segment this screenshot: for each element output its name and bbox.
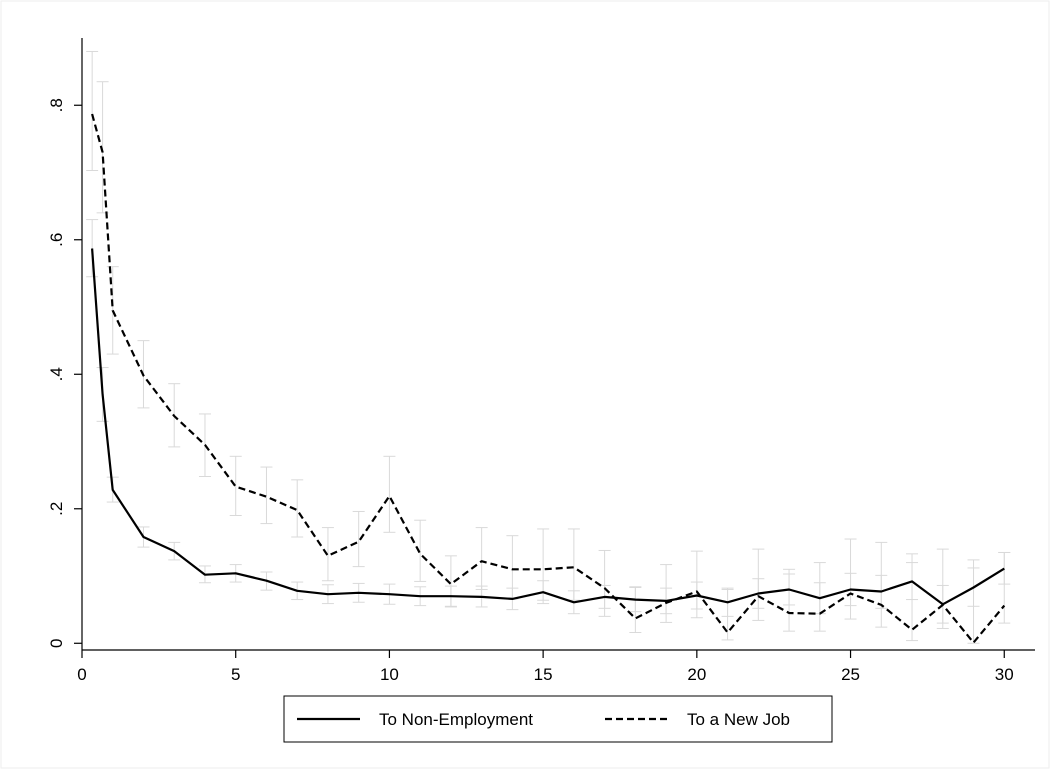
error-bar (629, 586, 642, 634)
error-bar (813, 562, 826, 632)
error-bar (690, 550, 703, 619)
legend-label-non-employment: To Non-Employment (379, 710, 533, 729)
error-bar (475, 527, 488, 590)
legend-box (283, 695, 833, 743)
x-tick-label: 10 (380, 665, 399, 684)
series-lines (91, 113, 1006, 644)
y-tick-label: 0 (47, 639, 66, 648)
x-tick-label: 0 (77, 665, 86, 684)
series-line-new-job (91, 113, 1006, 644)
error-bar (260, 466, 273, 525)
error-bar (537, 528, 550, 601)
error-bar (414, 519, 427, 582)
error-bar (752, 548, 765, 621)
error-bar (783, 568, 796, 632)
error-bar (967, 559, 980, 644)
error-bar (660, 564, 673, 623)
legend: To Non-Employment To a New Job (283, 695, 833, 743)
x-tick-label: 15 (534, 665, 553, 684)
error-bar (229, 455, 242, 516)
y-tick-label: .4 (47, 367, 66, 381)
error-bar (906, 553, 919, 642)
error-bar (936, 548, 949, 629)
error-bar (598, 549, 611, 617)
x-tick-label: 25 (841, 665, 860, 684)
x-tick-label: 5 (231, 665, 240, 684)
error-bar (844, 538, 857, 620)
x-tick-label: 20 (687, 665, 706, 684)
y-tick-label: .8 (47, 98, 66, 112)
error-bar (86, 50, 99, 171)
legend-label-new-job: To a New Job (687, 710, 790, 729)
error-bar (383, 455, 396, 533)
error-bar (444, 555, 457, 608)
error-bar (998, 551, 1011, 624)
error-bar (86, 219, 99, 278)
series-line-non-employment (91, 248, 1005, 606)
error-bar (352, 510, 365, 568)
axes: 0 5 10 15 20 25 30 0 .2 .4 .6 .8 (47, 38, 1035, 684)
y-tick-label: .2 (47, 502, 66, 516)
error-bar (721, 588, 734, 641)
x-tick-label: 30 (995, 665, 1014, 684)
y-tick-label: .6 (47, 233, 66, 247)
error-bar (875, 541, 888, 628)
error-bar (291, 479, 304, 538)
